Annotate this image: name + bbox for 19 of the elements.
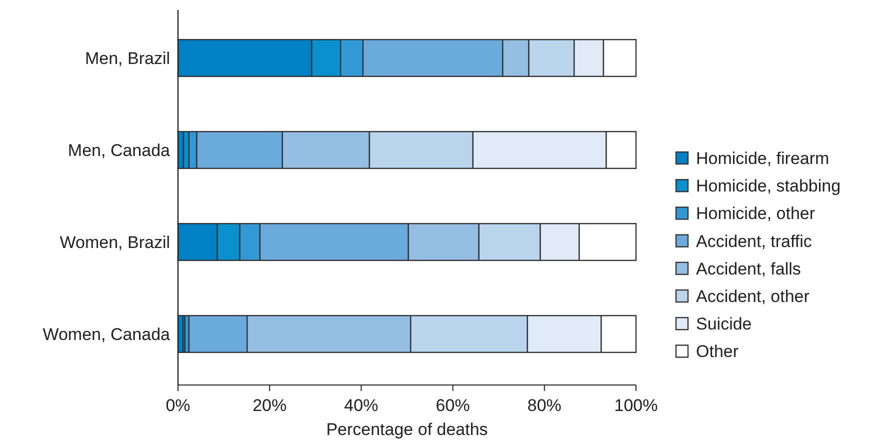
legend-label: Other (696, 342, 739, 362)
legend-label: Homicide, firearm (696, 148, 830, 168)
x-tick-label: 100% (614, 396, 658, 415)
legend-label: Homicide, stabbing (696, 176, 841, 196)
x-tick-label: 80% (527, 396, 562, 415)
legend-label: Suicide (696, 314, 752, 334)
y-tick-label: Men, Brazil (84, 48, 170, 68)
x-tick-label: 60% (436, 396, 470, 415)
legend-label: Accident, falls (696, 259, 801, 278)
x-tick-label: 20% (252, 396, 287, 415)
x-axis-title: Percentage of deaths (326, 420, 488, 439)
x-tick-label: 40% (344, 396, 378, 415)
y-tick-label: Women, Brazil (60, 232, 170, 252)
legend-label: Accident, traffic (696, 232, 812, 251)
legend-label: Accident, other (696, 286, 810, 306)
x-tick-label: 0% (166, 396, 190, 415)
y-tick-label: Women, Canada (42, 324, 171, 344)
legend-label: Homicide, other (696, 204, 816, 224)
y-tick-label: Men, Canada (68, 140, 171, 160)
